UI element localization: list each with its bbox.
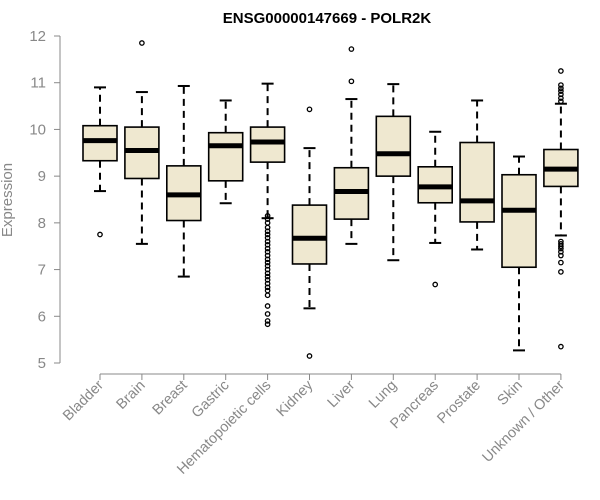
outlier-point — [264, 256, 271, 263]
outlier-point — [264, 276, 271, 283]
iqr-box — [459, 141, 495, 223]
outlier-point — [264, 311, 271, 317]
x-tick-label: Liver — [325, 377, 359, 411]
y-tick-label: 9 — [38, 168, 46, 185]
box-series — [82, 40, 579, 359]
outlier-point — [558, 248, 564, 255]
outlier-point — [264, 213, 271, 219]
y-axis-title: Expression — [0, 163, 16, 237]
outlier-point — [558, 252, 564, 259]
outlier-point — [264, 318, 271, 324]
outlier-point — [264, 270, 271, 277]
y-tick-label: 8 — [38, 215, 46, 232]
box-group — [124, 40, 160, 245]
outlier-point — [264, 321, 271, 328]
x-tick-label: Brain — [113, 378, 148, 413]
x-tick-label: Bladder — [60, 377, 107, 424]
y-tick-label: 11 — [30, 75, 46, 92]
chart-title: ENSG00000147669 - POLR2K — [223, 10, 432, 27]
outlier-point — [558, 243, 564, 250]
iqr-box — [501, 173, 537, 269]
outlier-point — [264, 248, 271, 255]
outlier-point — [264, 216, 271, 222]
outlier-point — [139, 40, 145, 46]
iqr-box — [375, 115, 412, 177]
box-group — [417, 130, 454, 288]
outlier-point — [264, 273, 271, 280]
x-tick-label: Skin — [495, 378, 526, 409]
outlier-point — [264, 266, 271, 273]
box-group — [459, 99, 495, 251]
box-group — [291, 106, 328, 359]
outlier-point — [558, 269, 564, 275]
outlier-point — [558, 259, 564, 266]
box-group — [166, 84, 202, 278]
y-axis: 5 6 7 8 9 10 11 12 — [29, 28, 61, 372]
outlier-point — [558, 68, 564, 74]
y-tick-label: 12 — [29, 28, 46, 45]
outlier-point — [264, 238, 271, 245]
outlier-point — [264, 245, 271, 252]
outlier-point — [558, 245, 564, 252]
outlier-point — [264, 259, 271, 266]
outlier-point — [264, 262, 271, 269]
outlier-point — [558, 343, 564, 350]
box-group — [375, 83, 412, 262]
box-group — [82, 86, 118, 238]
outlier-point — [558, 98, 564, 105]
outlier-point — [306, 106, 313, 113]
outlier-point — [264, 280, 271, 287]
x-tick-label: Prostate — [434, 378, 483, 427]
outlier-point — [348, 46, 355, 52]
outlier-point — [558, 88, 564, 94]
box-group — [543, 68, 579, 350]
y-tick-label: 5 — [38, 355, 46, 372]
y-tick-label: 10 — [29, 121, 46, 138]
box-group — [207, 99, 244, 205]
iqr-box — [82, 124, 118, 162]
x-tick-label: Breast — [150, 378, 191, 419]
outlier-point — [558, 91, 564, 98]
y-tick-label: 6 — [38, 308, 46, 325]
outlier-point — [264, 234, 271, 241]
outlier-point — [264, 303, 271, 309]
outlier-point — [432, 281, 439, 288]
outlier-point — [264, 252, 271, 259]
x-tick-label: Kidney — [274, 377, 317, 420]
outlier-point — [264, 284, 271, 291]
outlier-point — [97, 231, 103, 238]
y-tick-label: 7 — [38, 262, 46, 279]
outlier-point — [264, 241, 271, 248]
iqr-box — [291, 204, 328, 265]
outlier-point — [348, 78, 355, 85]
outlier-point — [264, 292, 271, 299]
outlier-point — [558, 82, 564, 88]
outlier-point — [264, 224, 271, 231]
iqr-box — [207, 131, 244, 182]
outlier-point — [306, 353, 313, 359]
iqr-box — [249, 126, 286, 163]
box-group — [249, 82, 286, 328]
box-group — [333, 46, 370, 245]
outlier-point — [264, 228, 271, 235]
outlier-point — [558, 95, 564, 101]
x-tick-label: Lung — [366, 378, 400, 412]
outlier-point — [558, 85, 564, 92]
box-group — [501, 155, 537, 352]
outlier-point — [264, 231, 271, 238]
